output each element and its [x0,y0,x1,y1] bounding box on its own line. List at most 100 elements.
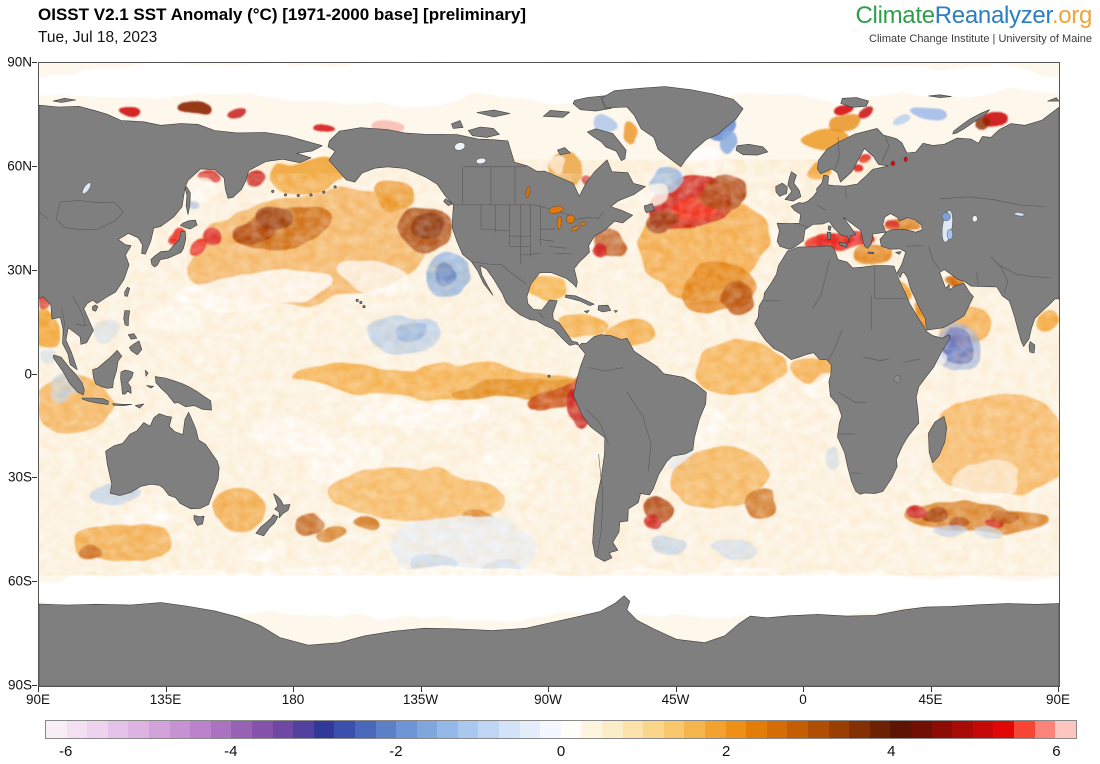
colorbar-segment-40 [869,721,891,738]
lon-label-2-180: 180 [281,692,305,707]
colorbar-segment-12 [293,721,314,738]
colorbar-segment-32 [705,721,726,738]
world-map-frame [38,62,1060,687]
colorbar-tick--2: -2 [389,743,403,760]
colorbar-segment-29 [643,721,664,738]
colorbar-segment-33 [725,721,747,738]
colorbar-segment-9 [231,721,252,738]
lat-tick [32,62,37,63]
colorbar-segment-17 [396,721,417,738]
lon-tick [165,687,167,692]
colorbar-segment-5 [148,721,170,738]
colorbar-tick-2: 2 [721,743,731,760]
lon-label-1-135e: 135E [149,692,182,707]
colorbar-segment-16 [375,721,397,738]
colorbar-segment-46 [993,721,1014,738]
colorbar-segment-20 [457,721,479,738]
colorbar-segment-43 [931,721,953,738]
colorbar-segment-42 [910,721,932,738]
landmasses [39,86,1059,686]
colorbar-segment-38 [828,721,850,738]
lon-tick [293,687,294,692]
colorbar-segment-45 [972,721,994,738]
lon-label-5-45w: 45W [661,692,690,707]
colorbar-segment-34 [746,721,767,738]
lat-tick [32,269,37,271]
colorbar-segment-27 [602,721,623,738]
colorbar-segment-48 [1034,721,1056,738]
lat-label-30n: 30N [7,262,32,278]
colorbar-segment-47 [1013,721,1035,738]
colorbar-segment-44 [952,721,973,738]
logo-brand-climate: Climate [855,2,936,29]
colorbar-segment-6 [169,721,191,738]
lon-tick [930,687,932,692]
lat-label-30s: 30S [7,469,32,485]
colorbar-segment-49 [1055,721,1076,738]
lon-tick [1058,687,1059,692]
colorbar-segment-25 [560,721,582,738]
colorbar-segment-35 [766,721,788,738]
colorbar-tick-6: 6 [1052,743,1061,760]
colorbar [45,720,1077,739]
site-logo[interactable]: ClimateReanalyzer.org Climate Change Ins… [855,2,1093,46]
lat-tick [32,685,37,686]
colorbar-segment-8 [210,721,232,738]
lon-label-0-90e: 90E [25,692,51,707]
lon-tick [420,687,422,692]
lat-label-60s: 60S [7,573,32,589]
colorbar-tick-4: 4 [887,743,896,760]
logo-brand[interactable]: ClimateReanalyzer.org [855,2,1093,29]
colorbar-segment-22 [499,721,520,738]
colorbar-segment-39 [849,721,870,738]
logo-brand-org: .org [1051,2,1092,29]
colorbar-segment-0 [46,721,67,738]
colorbar-tick--6: -6 [58,743,73,760]
lon-label-6-0: 0 [799,692,807,707]
lon-tick [548,687,549,692]
lon-label-7-45e: 45E [918,692,943,707]
colorbar-segment-10 [251,721,273,738]
colorbar-segment-41 [890,721,911,738]
colorbar-segment-26 [581,721,603,738]
lat-label-90n: 90N [7,54,32,70]
colorbar-segment-2 [87,721,108,738]
colorbar-segment-18 [416,721,438,738]
colorbar-segment-7 [190,721,211,738]
sst-anomaly-map [39,63,1059,686]
colorbar-segment-21 [478,721,500,738]
lat-label-90s: 90S [7,677,32,693]
colorbar-segment-14 [334,721,355,738]
map-date: Tue, Jul 18, 2023 [38,29,158,46]
colorbar-segment-28 [622,721,644,738]
colorbar-segment-30 [663,721,685,738]
colorbar-segment-19 [437,721,458,738]
logo-brand-reanalyzer: Reanalyzer [934,2,1052,29]
lon-label-8-90e: 90E [1045,692,1071,707]
lon-label-3-135w: 135W [402,692,439,707]
lon-label-4-90w: 90W [534,692,562,707]
lakes [82,142,1025,383]
colorbar-segment-11 [272,721,294,738]
lon-tick [675,687,677,692]
political-borders [39,135,1051,555]
colorbar-segment-37 [807,721,829,738]
logo-subtitle: Climate Change Institute | University of… [869,33,1092,46]
lon-tick [38,687,39,692]
colorbar-tick-0: 0 [556,743,566,760]
colorbar-segment-31 [684,721,705,738]
colorbar-tick--4: -4 [224,743,238,760]
colorbar-segment-23 [519,721,541,738]
colorbar-segment-1 [66,721,88,738]
lat-label-0: 0 [24,366,32,381]
lat-tick [32,165,37,167]
colorbar-segment-36 [787,721,808,738]
colorbar-segment-13 [313,721,335,738]
lon-tick [803,687,804,692]
colorbar-segment-4 [128,721,149,738]
colorbar-segment-15 [354,721,376,738]
lat-tick [32,373,37,375]
lat-tick [32,581,37,583]
page-title: OISST V2.1 SST Anomaly (°C) [1971-2000 b… [38,5,527,24]
